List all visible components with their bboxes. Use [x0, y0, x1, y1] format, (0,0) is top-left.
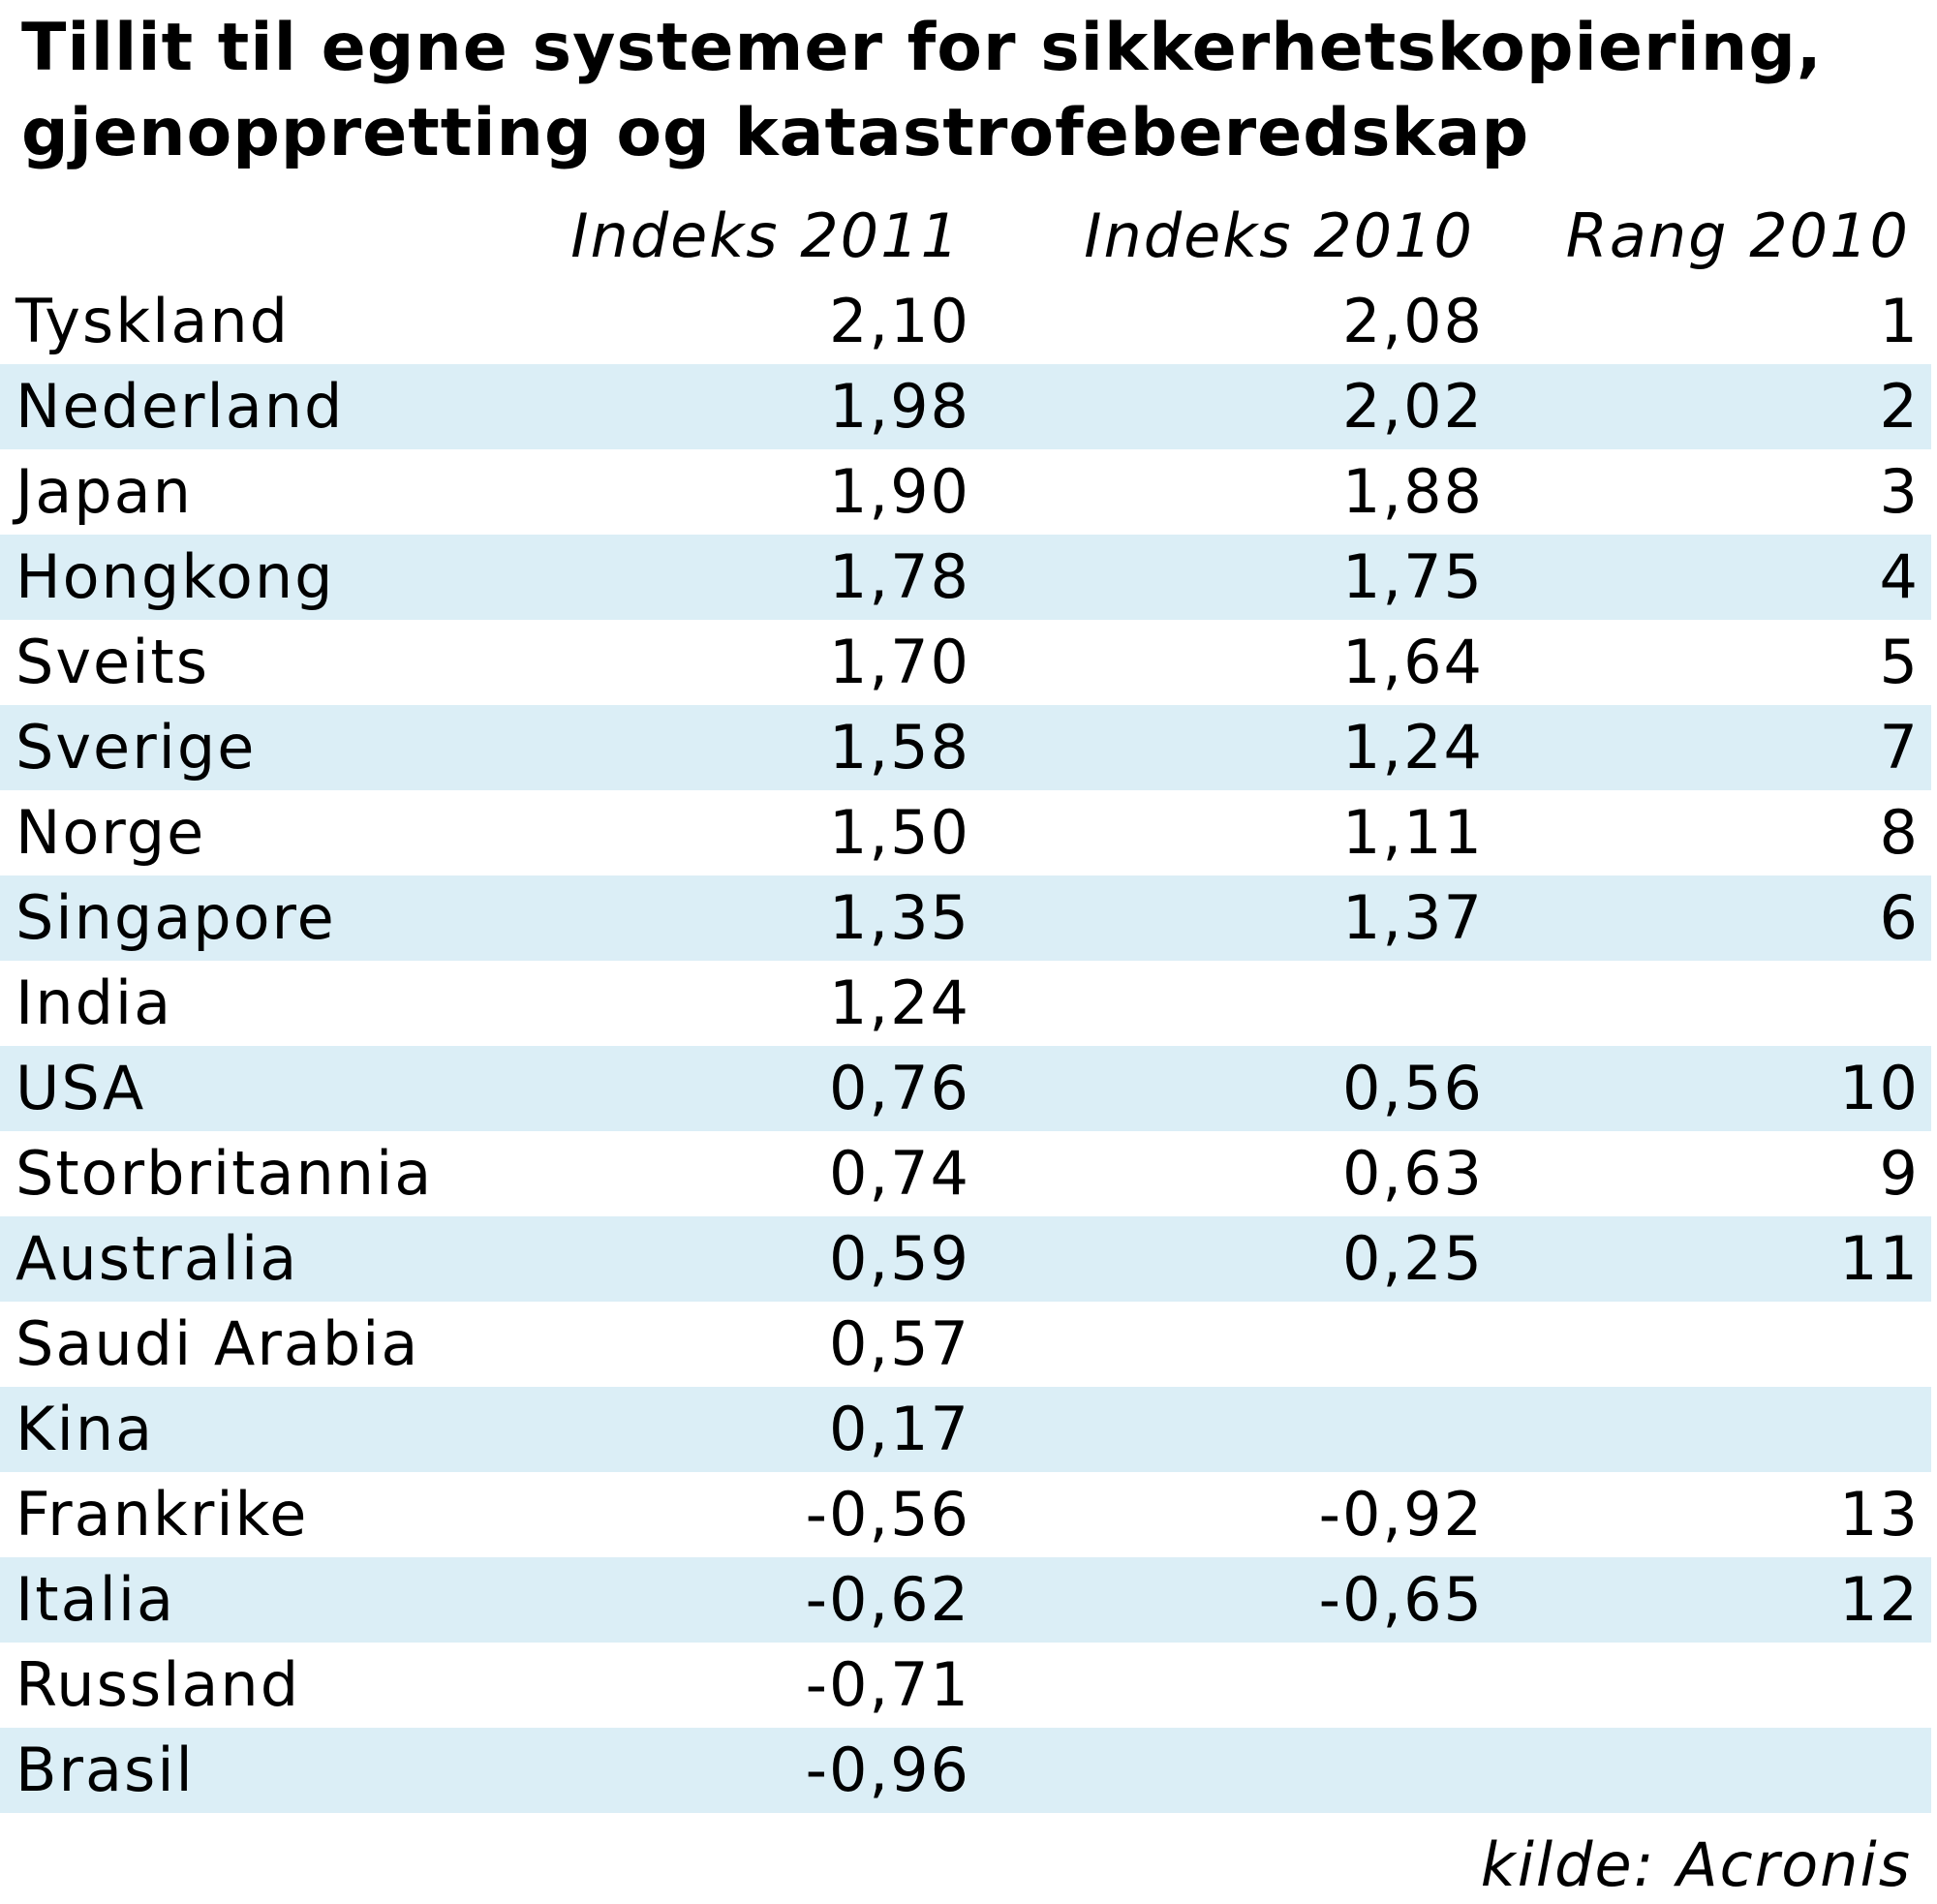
table-row: Hongkong 1,78 1,75 4 [0, 535, 1931, 620]
country-cell: India [15, 967, 173, 1038]
index-2011-cell: 1,35 [828, 882, 970, 953]
index-2010-cell: 1,24 [1341, 712, 1484, 783]
table-title-line-1: Tillit til egne systemer for sikkerhetsk… [21, 10, 1823, 86]
rank-2010-cell: 9 [1879, 1138, 1920, 1209]
index-2011-cell: 0,76 [828, 1053, 970, 1123]
country-cell: Frankrike [15, 1479, 309, 1550]
index-2010-cell: 0,25 [1341, 1223, 1484, 1294]
rank-2010-cell: 7 [1879, 712, 1920, 783]
index-2010-cell: -0,65 [1318, 1564, 1484, 1635]
index-2010-cell: 0,56 [1341, 1053, 1484, 1123]
country-cell: Nederland [15, 371, 345, 442]
country-cell: Hongkong [15, 541, 335, 612]
table-row: Kina 0,17 [0, 1387, 1931, 1472]
country-cell: Saudi Arabia [15, 1308, 420, 1379]
table-row: Russland -0,71 [0, 1643, 1931, 1728]
index-2010-cell: 0,63 [1341, 1138, 1484, 1209]
index-2011-cell: -0,71 [805, 1649, 970, 1720]
table-row: Storbritannia 0,74 0,63 9 [0, 1131, 1931, 1216]
country-cell: Sverige [15, 712, 257, 783]
index-2011-cell: 2,10 [828, 286, 970, 356]
table-row: India 1,24 [0, 961, 1931, 1046]
index-2010-cell: -0,92 [1318, 1479, 1484, 1550]
index-2011-cell: 0,57 [828, 1308, 970, 1379]
index-2010-cell: 1,37 [1341, 882, 1484, 953]
index-2011-cell: 1,90 [828, 456, 970, 527]
index-2011-cell: 1,58 [828, 712, 970, 783]
index-2010-cell: 1,88 [1341, 456, 1484, 527]
country-cell: Australia [15, 1223, 299, 1294]
index-2010-cell: 1,75 [1341, 541, 1484, 612]
rank-2010-cell: 10 [1839, 1053, 1920, 1123]
index-2011-cell: 1,50 [828, 797, 970, 868]
rank-2010-cell: 3 [1879, 456, 1920, 527]
table-row: Saudi Arabia 0,57 [0, 1302, 1931, 1387]
country-cell: Singapore [15, 882, 336, 953]
table-row: Singapore 1,35 1,37 6 [0, 875, 1931, 961]
country-cell: Sveits [15, 627, 210, 697]
table-row: Sveits 1,70 1,64 5 [0, 620, 1931, 705]
country-cell: Kina [15, 1394, 155, 1464]
table-title: Tillit til egne systemer for sikkerhetsk… [21, 6, 1920, 176]
table-title-line-2: gjenoppretting og katastrofeberedskap [21, 95, 1530, 171]
table-row: Japan 1,90 1,88 3 [0, 449, 1931, 535]
country-cell: USA [15, 1053, 146, 1123]
country-cell: Italia [15, 1564, 176, 1635]
index-2011-cell: 1,70 [828, 627, 970, 697]
rank-2010-cell: 6 [1879, 882, 1920, 953]
index-2010-cell: 2,02 [1341, 371, 1484, 442]
index-2011-cell: 0,59 [828, 1223, 970, 1294]
table-row: USA 0,76 0,56 10 [0, 1046, 1931, 1131]
index-2011-cell: 1,98 [828, 371, 970, 442]
country-cell: Storbritannia [15, 1138, 434, 1209]
index-2010-cell: 2,08 [1341, 286, 1484, 356]
country-cell: Russland [15, 1649, 301, 1720]
table-row: Nederland 1,98 2,02 2 [0, 364, 1931, 449]
header-indeks-2010: Indeks 2010 [1084, 200, 1474, 271]
index-2011-cell: -0,56 [805, 1479, 970, 1550]
country-cell: Tyskland [15, 286, 290, 356]
index-2011-cell: -0,96 [805, 1735, 970, 1805]
index-2010-cell: 1,64 [1341, 627, 1484, 697]
index-2011-cell: 0,17 [828, 1394, 970, 1464]
source-credit: kilde: Acronis [1480, 1829, 1912, 1900]
header-indeks-2011: Indeks 2011 [570, 200, 961, 271]
index-2011-cell: 1,78 [828, 541, 970, 612]
rank-2010-cell: 2 [1879, 371, 1920, 442]
country-cell: Norge [15, 797, 206, 868]
rank-2010-cell: 11 [1839, 1223, 1920, 1294]
table-body: Tyskland 2,10 2,08 1 Nederland 1,98 2,02… [0, 279, 1931, 1813]
rank-2010-cell: 4 [1879, 541, 1920, 612]
index-2011-cell: 0,74 [828, 1138, 970, 1209]
country-cell: Japan [15, 456, 193, 527]
table-row: Australia 0,59 0,25 11 [0, 1216, 1931, 1302]
rank-2010-cell: 1 [1879, 286, 1920, 356]
table-row: Sverige 1,58 1,24 7 [0, 705, 1931, 790]
country-cell: Brasil [15, 1735, 195, 1805]
table-row: Norge 1,50 1,11 8 [0, 790, 1931, 875]
index-2010-cell: 1,11 [1341, 797, 1484, 868]
rank-2010-cell: 12 [1839, 1564, 1920, 1635]
rank-2010-cell: 5 [1879, 627, 1920, 697]
table-row: Brasil -0,96 [0, 1728, 1931, 1813]
table-header-row: Indeks 2011 Indeks 2010 Rang 2010 [0, 194, 1937, 279]
index-2011-cell: 1,24 [828, 967, 970, 1038]
table-row: Italia -0,62 -0,65 12 [0, 1557, 1931, 1643]
index-2011-cell: -0,62 [805, 1564, 970, 1635]
table-row: Tyskland 2,10 2,08 1 [0, 279, 1931, 364]
rank-2010-cell: 8 [1879, 797, 1920, 868]
table-row: Frankrike -0,56 -0,92 13 [0, 1472, 1931, 1557]
header-rang-2010: Rang 2010 [1565, 200, 1910, 271]
rank-2010-cell: 13 [1839, 1479, 1920, 1550]
